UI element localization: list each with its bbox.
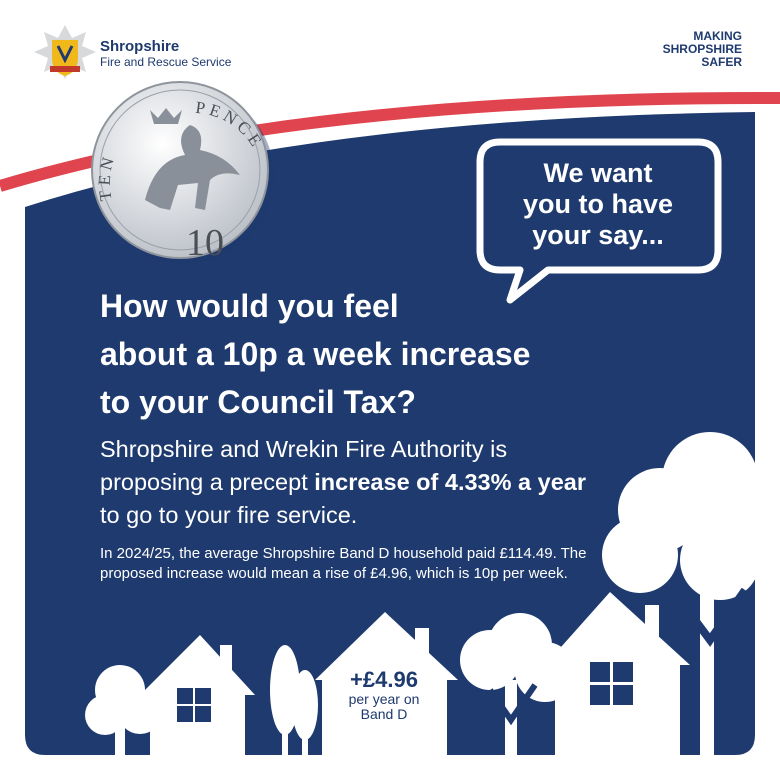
bubble-line: you to have <box>522 189 674 219</box>
house-amount: +£4.96 <box>350 667 418 692</box>
fine-print: In 2024/25, the average Shropshire Band … <box>100 545 587 582</box>
tagline: MAKING SHROPSHIRE SAFER <box>663 30 742 69</box>
windows <box>177 587 749 726</box>
speech-bubble <box>476 138 722 304</box>
org-name: Shropshire <box>100 38 180 55</box>
body-segment: Shropshire and Wrekin Fire Authority is … <box>100 436 508 495</box>
tagline-line: MAKING <box>693 29 742 43</box>
headline-line: How would you feel <box>100 288 399 324</box>
bubble-text: We want you to have your say... <box>488 158 708 251</box>
logo <box>34 25 96 79</box>
body-segment: to go to your fire service. <box>100 502 358 528</box>
bubble-line: We want <box>543 158 653 188</box>
tagline-line: SHROPSHIRE <box>662 42 742 56</box>
org: Shropshire Fire and Rescue Service <box>100 38 231 69</box>
body-text: Shropshire and Wrekin Fire Authority is … <box>100 433 600 532</box>
red-stripe <box>0 91 780 192</box>
coin-text: TEN <box>95 151 119 202</box>
house-line: Band D <box>360 706 408 722</box>
coin-numeral: 10 <box>186 222 224 264</box>
headline-line: about a 10p a week increase <box>100 336 531 372</box>
org-subtitle: Fire and Rescue Service <box>100 55 232 69</box>
body-segment: increase of 4.33% a year <box>314 469 586 495</box>
coin <box>91 81 274 264</box>
headline: How would you feel about a 10p a week in… <box>100 282 530 426</box>
bubble-line: your say... <box>532 220 664 250</box>
house-line: per year on <box>348 691 420 707</box>
headline-line: to your Council Tax? <box>100 384 416 420</box>
tagline-line: SAFER <box>701 55 742 69</box>
house-label: +£4.96 per year on Band D <box>320 668 448 722</box>
